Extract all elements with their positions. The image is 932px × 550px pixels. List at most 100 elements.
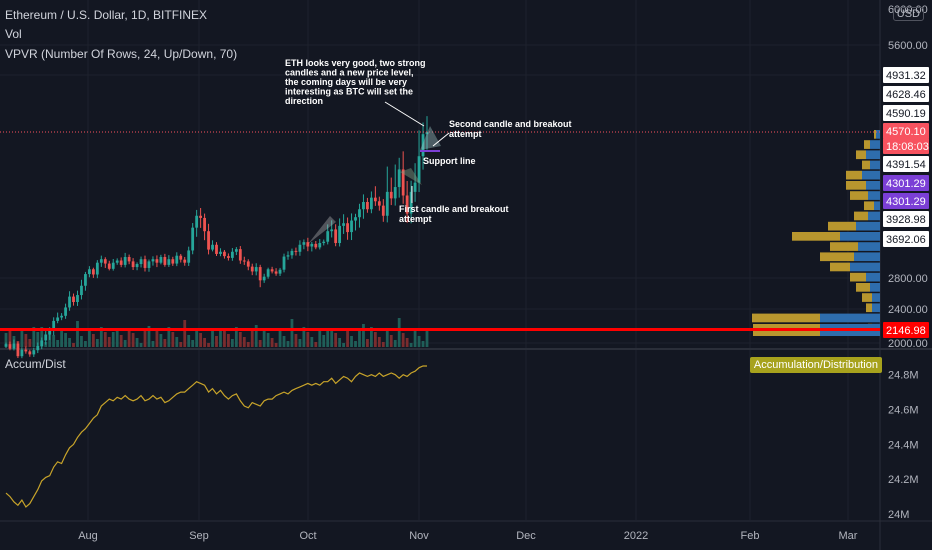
volume-bar: [362, 324, 365, 347]
volume-bar: [306, 332, 310, 347]
candle-body: [322, 241, 326, 244]
candle-body: [76, 295, 79, 303]
candle-body: [111, 262, 115, 269]
vpvr-up-row: [868, 211, 880, 221]
vpvr-down-row: [850, 272, 866, 282]
note-main-line: ETH looks very good, two strong: [285, 58, 426, 68]
candle-body: [242, 260, 246, 262]
candle-body: [52, 320, 56, 330]
note-main-line: direction: [285, 96, 323, 106]
vpvr-down-row: [846, 170, 862, 180]
candle-body: [119, 260, 123, 265]
volume-bar: [238, 332, 242, 347]
volume-bar: [326, 330, 330, 347]
volume-bar: [91, 334, 95, 347]
volume-bar: [286, 341, 290, 347]
candle-body: [401, 169, 405, 196]
volume-bar: [270, 338, 274, 347]
time-tick: Nov: [409, 530, 429, 542]
candle-body: [330, 229, 334, 232]
price-tag: 4590.19: [886, 108, 926, 120]
vpvr-up-row: [870, 140, 880, 149]
price-tags: 4931.32 4628.46 4590.19 4570.10 18:08:03 4391…: [883, 67, 929, 338]
volume-bar: [397, 318, 401, 347]
candle-body: [385, 191, 389, 216]
vpvr-up-row: [866, 272, 880, 282]
volume-bar: [250, 330, 254, 347]
volume-bar: [258, 340, 262, 347]
triangle-1: [308, 216, 336, 244]
currency-button[interactable]: USD: [892, 7, 924, 21]
volume-bar: [234, 327, 238, 347]
price-tag-bg: [883, 175, 929, 191]
candle-body: [115, 260, 119, 263]
candle-series[interactable]: [4, 116, 429, 359]
price-tag: 4570.10: [886, 126, 926, 138]
indicator-label[interactable]: Accum/Dist: [5, 357, 66, 371]
candle-body: [381, 205, 385, 216]
volume-bar: [88, 329, 91, 347]
support-line-label: Support line: [423, 156, 476, 166]
volume-bar: [377, 337, 381, 347]
accum-dist-line: [5, 365, 427, 508]
volume-bar: [80, 336, 83, 347]
candle-body: [64, 307, 67, 316]
volume-bar: [72, 343, 75, 347]
candle-body: [159, 257, 163, 263]
candle-body: [246, 261, 250, 267]
price-tag: 4391.54: [886, 159, 926, 171]
ad-tick: 24.2M: [888, 474, 919, 486]
volume-bar: [366, 339, 369, 347]
candle-body: [227, 256, 230, 258]
candle-body: [127, 257, 131, 262]
vpvr-up-row: [840, 232, 880, 241]
candle-body: [135, 264, 139, 268]
vpvr-up-row: [858, 242, 880, 251]
candle-body: [123, 257, 127, 265]
candle-body: [238, 249, 242, 261]
price-tag: 4301.29: [886, 196, 926, 208]
time-tick: 2022: [624, 530, 648, 542]
candle-body: [254, 267, 258, 272]
vpvr-down-row: [862, 160, 870, 170]
candle-body: [425, 132, 429, 135]
candle-body: [314, 243, 318, 248]
time-tick: Feb: [741, 530, 760, 542]
candle-body: [397, 169, 401, 188]
candle-body: [48, 329, 52, 335]
volume-bar: [183, 320, 187, 347]
volume-bar: [322, 335, 326, 347]
vpvr-down-row: [864, 201, 874, 211]
candle-body: [366, 202, 369, 210]
time-tick: Dec: [516, 530, 536, 542]
candle-body: [20, 349, 24, 357]
price-tick: 5600.00: [888, 40, 928, 52]
volume-bar: [191, 340, 195, 347]
vpvr-down-row: [846, 181, 866, 190]
volume-bar: [60, 328, 64, 347]
candle-body: [306, 242, 310, 247]
candle-body: [44, 334, 48, 341]
candle-body: [294, 250, 298, 252]
candle-body: [286, 255, 290, 257]
volume-bar: [119, 335, 123, 347]
vpvr-down-row: [792, 232, 840, 241]
candle-body: [358, 209, 361, 218]
accum-dist-path: [5, 365, 427, 508]
volume-bar: [230, 339, 234, 347]
volume-bar: [401, 333, 405, 347]
volume-bar: [135, 338, 139, 347]
vpvr-up-row: [850, 262, 880, 272]
volume-bar: [123, 340, 127, 347]
volume-label[interactable]: Vol: [5, 27, 22, 41]
volume-bar: [171, 332, 175, 347]
time-tick: Aug: [78, 530, 98, 542]
symbol-title[interactable]: Ethereum / U.S. Dollar, 1D, BITFINEX: [5, 8, 208, 22]
volume-bar: [409, 343, 413, 347]
price-tag-bg: [883, 156, 929, 172]
ad-tick: 24M: [888, 509, 909, 521]
candle-body: [56, 317, 60, 321]
volume-bar: [314, 342, 318, 347]
vpvr-label[interactable]: VPVR (Number Of Rows, 24, Up/Down, 70): [5, 47, 238, 61]
